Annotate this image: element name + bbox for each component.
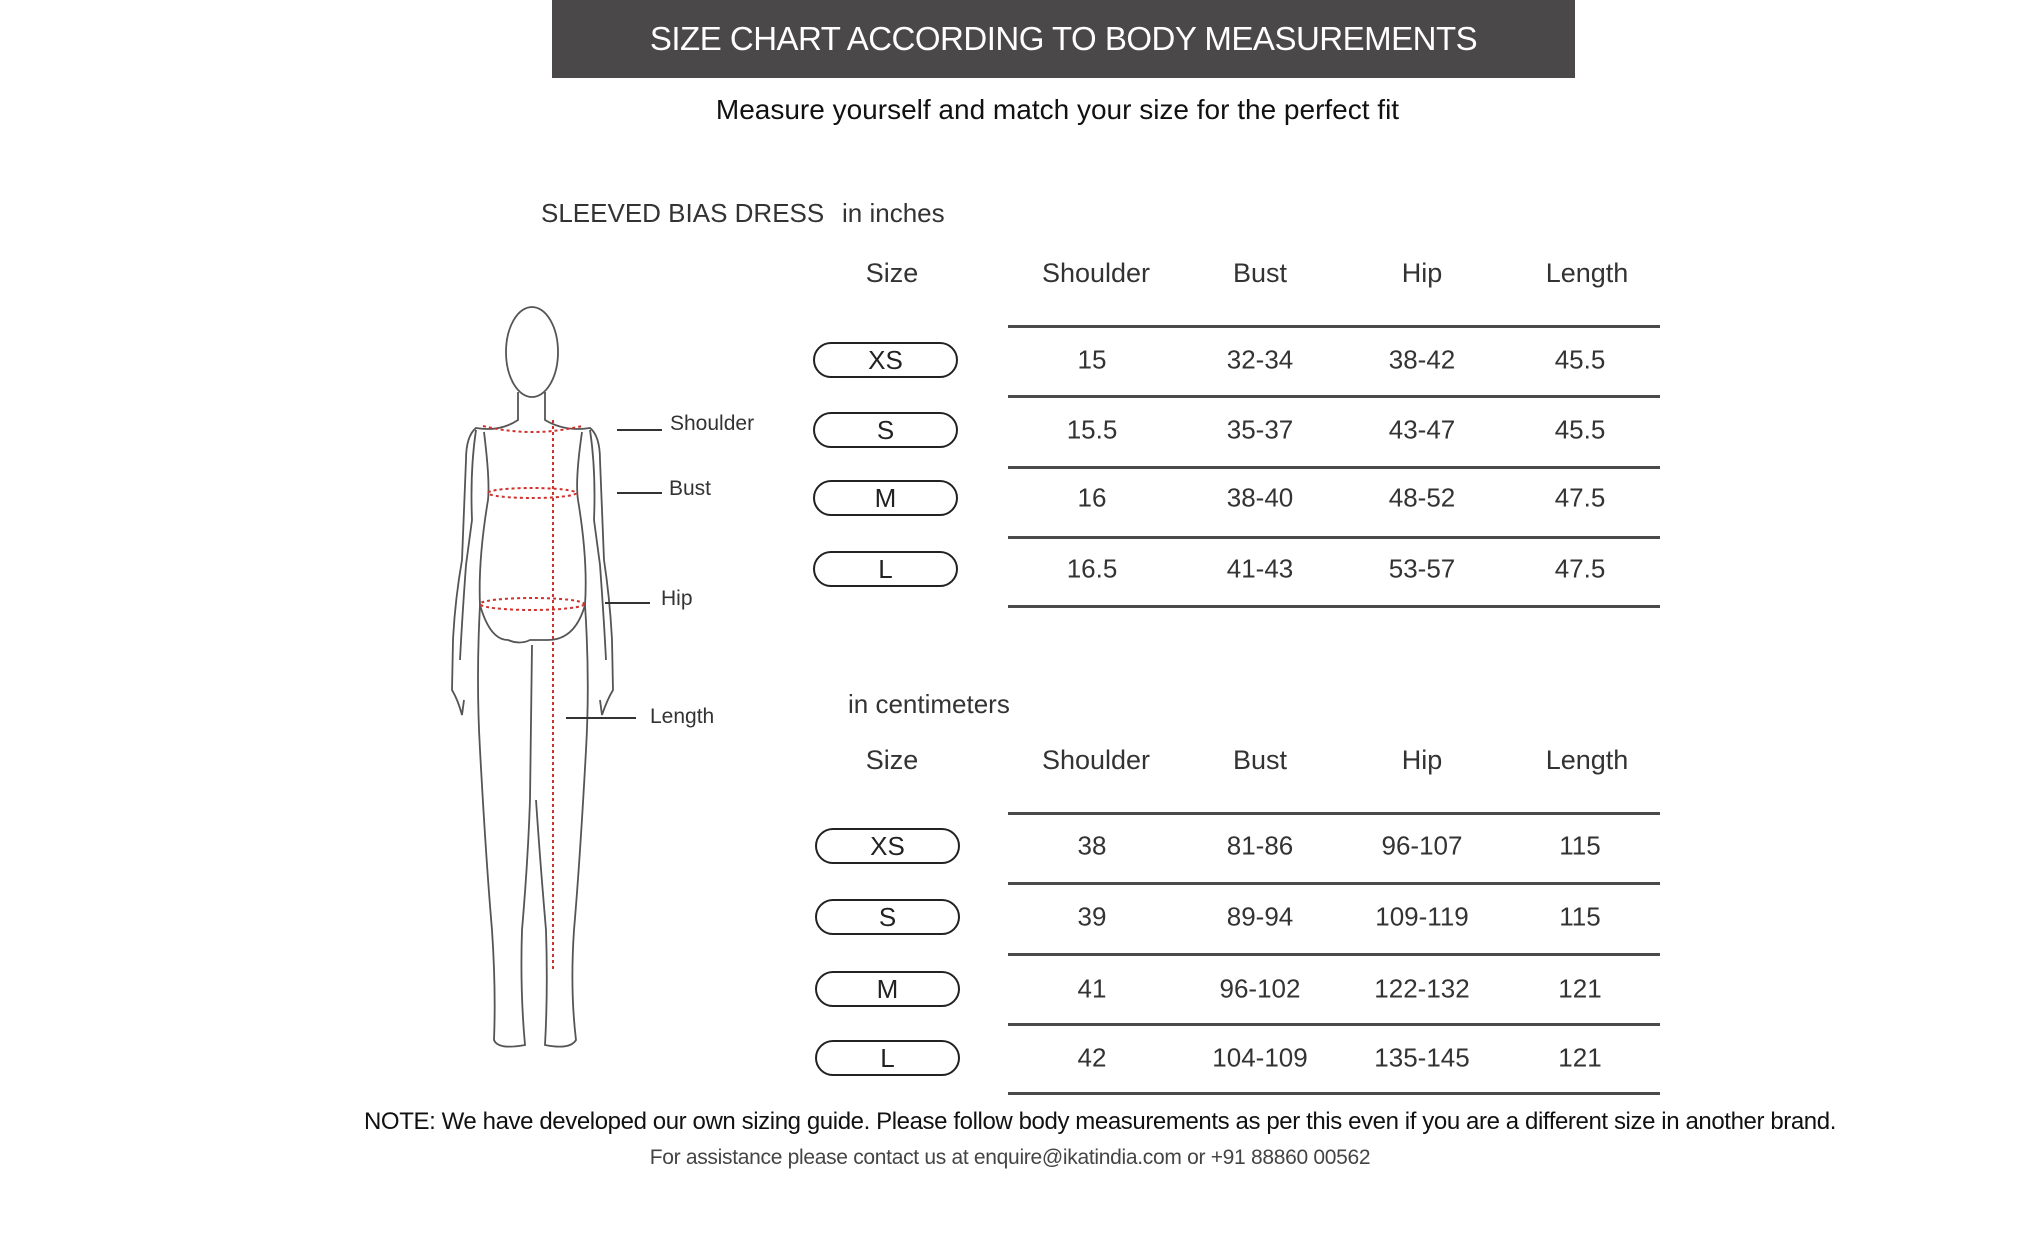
size-pill-l: L	[815, 1040, 960, 1076]
row-divider	[1008, 953, 1660, 956]
table-cell-length: 47.5	[1554, 482, 1606, 513]
column-header-shoulder: Shoulder	[1041, 258, 1151, 288]
size-pill-xs: XS	[815, 828, 960, 864]
row-divider	[1008, 812, 1660, 815]
size-label: XS	[870, 830, 905, 861]
shoulder-measure-line	[482, 425, 583, 433]
table-cell-shoulder: 38	[1077, 830, 1107, 861]
sizing-note: NOTE: We have developed our own sizing g…	[364, 1108, 1836, 1135]
column-header-length: Length	[1545, 258, 1629, 288]
table-cell-length: 115	[1559, 901, 1601, 932]
table-cell-bust: 32-34	[1226, 344, 1294, 375]
column-header-hip: Hip	[1401, 258, 1443, 288]
product-name: SLEEVED BIAS DRESS	[541, 198, 825, 228]
size-pill-xs: XS	[813, 342, 958, 378]
row-divider	[1008, 325, 1660, 328]
table-cell-length: 121	[1558, 973, 1602, 1004]
table-cell-length: 115	[1559, 830, 1601, 861]
table-cell-hip: 43-47	[1388, 414, 1456, 445]
table-cell-hip: 38-42	[1388, 344, 1456, 375]
column-header-size: Size	[865, 258, 919, 288]
size-pill-l: L	[813, 551, 958, 587]
body-outline	[451, 306, 614, 1048]
table-cell-hip: 96-107	[1381, 830, 1463, 861]
column-header-hip: Hip	[1401, 745, 1443, 775]
table-cell-shoulder: 42	[1077, 1042, 1107, 1073]
contact-info: For assistance please contact us at enqu…	[649, 1146, 1371, 1169]
column-header-bust: Bust	[1232, 258, 1288, 288]
hip-pointer-line	[605, 602, 650, 604]
table-cell-hip: 48-52	[1388, 482, 1456, 513]
table-cell-shoulder: 16	[1077, 482, 1107, 513]
table-cell-length: 45.5	[1554, 344, 1606, 375]
table-cell-shoulder: 16.5	[1066, 553, 1118, 584]
shoulder-label: Shoulder	[670, 412, 755, 435]
row-divider	[1008, 1092, 1660, 1095]
size-label: M	[876, 973, 899, 1004]
size-label: L	[878, 553, 893, 584]
table-cell-bust: 104-109	[1212, 1042, 1308, 1073]
row-divider	[1008, 882, 1660, 885]
size-label: S	[876, 414, 895, 445]
row-divider	[1008, 395, 1660, 398]
table-cell-bust: 89-94	[1226, 901, 1294, 932]
size-label: XS	[868, 344, 903, 375]
body-figure-illustration	[451, 306, 614, 1048]
table-cell-bust: 96-102	[1219, 973, 1301, 1004]
size-pill-m: M	[815, 971, 960, 1007]
size-pill-s: S	[813, 412, 958, 448]
shoulder-pointer-line	[617, 429, 662, 431]
table-cell-hip: 109-119	[1375, 901, 1469, 932]
table-cell-hip: 135-145	[1374, 1042, 1470, 1073]
table-cell-bust: 41-43	[1226, 553, 1294, 584]
page-title: SIZE CHART ACCORDING TO BODY MEASUREMENT…	[649, 20, 1478, 57]
column-header-size: Size	[865, 745, 919, 775]
column-header-bust: Bust	[1232, 745, 1288, 775]
table-cell-shoulder: 41	[1077, 973, 1107, 1004]
measurement-lines	[479, 420, 585, 972]
table-cell-bust: 35-37	[1226, 414, 1294, 445]
centimeters-unit-label: in centimeters	[848, 689, 1010, 719]
table-cell-hip: 122-132	[1374, 973, 1470, 1004]
size-pill-s: S	[815, 899, 960, 935]
size-label: S	[878, 901, 897, 932]
size-label: L	[880, 1042, 895, 1073]
table-cell-length: 45.5	[1554, 414, 1606, 445]
table-cell-shoulder: 15	[1077, 344, 1107, 375]
table-cell-length: 47.5	[1554, 553, 1606, 584]
hip-label: Hip	[661, 587, 693, 610]
row-divider	[1008, 536, 1660, 539]
table-cell-bust: 81-86	[1226, 830, 1294, 861]
table-cell-length: 121	[1558, 1042, 1602, 1073]
inches-unit-label: in inches	[842, 198, 945, 228]
table-cell-shoulder: 39	[1077, 901, 1107, 932]
bust-label: Bust	[669, 477, 712, 500]
bust-measure-line	[487, 487, 577, 499]
size-pill-m: M	[813, 480, 958, 516]
row-divider	[1008, 1023, 1660, 1026]
bust-pointer-line	[617, 492, 662, 494]
column-header-shoulder: Shoulder	[1041, 745, 1151, 775]
length-pointer-line	[566, 717, 636, 719]
hip-measure-line	[479, 597, 585, 611]
table-cell-bust: 38-40	[1226, 482, 1294, 513]
length-label: Length	[650, 705, 715, 728]
table-cell-shoulder: 15.5	[1066, 414, 1118, 445]
subtitle: Measure yourself and match your size for…	[715, 94, 1400, 125]
column-header-length: Length	[1545, 745, 1629, 775]
row-divider	[1008, 605, 1660, 608]
table-cell-hip: 53-57	[1388, 553, 1456, 584]
title-bar: SIZE CHART ACCORDING TO BODY MEASUREMENT…	[552, 0, 1575, 78]
row-divider	[1008, 466, 1660, 469]
size-label: M	[874, 482, 897, 513]
